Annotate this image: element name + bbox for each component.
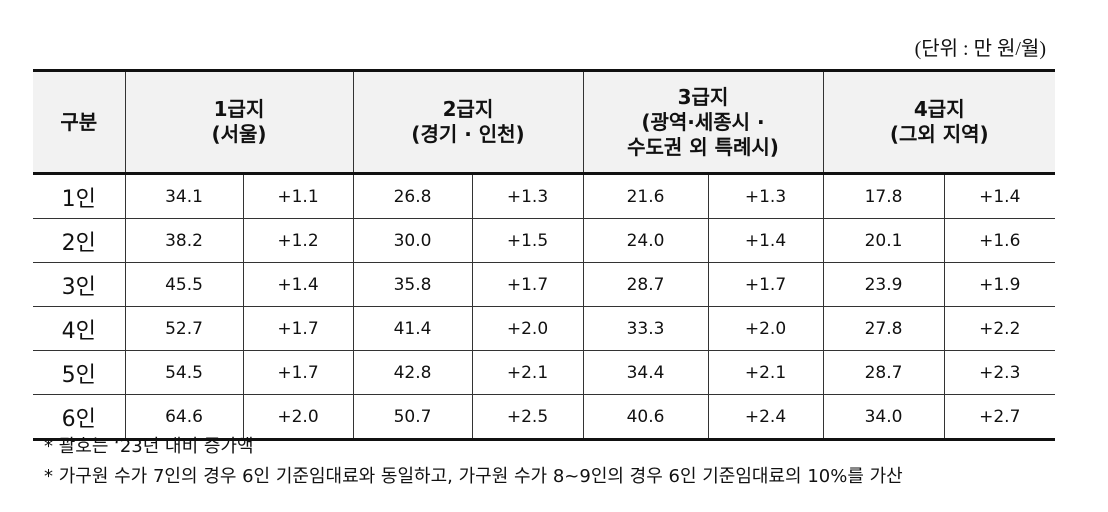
table-cell: 20.1 — [822, 218, 944, 263]
table-cell: +2.7 — [943, 394, 1056, 441]
table-cell: +2.3 — [943, 350, 1056, 395]
table-cell: 40.6 — [582, 394, 708, 441]
table-cell: +2.4 — [707, 394, 823, 441]
row-label: 4인 — [33, 306, 125, 351]
table-cell: +2.1 — [707, 350, 823, 395]
table-cell: +1.6 — [943, 218, 1056, 263]
table-cell: 21.6 — [582, 173, 708, 219]
table-cell: 42.8 — [352, 350, 472, 395]
table-cell: +1.3 — [471, 173, 583, 219]
header-line: (광역·세종시 · — [641, 109, 765, 134]
table-cell: +2.2 — [943, 306, 1056, 351]
table-cell: +1.5 — [471, 218, 583, 263]
table-cell: +1.4 — [242, 262, 353, 307]
table-cell: 34.4 — [582, 350, 708, 395]
table-cell: +1.9 — [943, 262, 1056, 307]
table-cell: +1.4 — [943, 173, 1056, 219]
table-cell: +1.1 — [242, 173, 353, 219]
table-row: 6인 64.6 +2.0 50.7 +2.5 40.6 +2.4 34.0 +2.7 — [33, 394, 1056, 441]
header-line: 2급지 — [442, 97, 494, 121]
table-cell: 30.0 — [352, 218, 472, 263]
header-cell: 1급지 (서울) — [124, 69, 353, 175]
table-cell: 26.8 — [352, 173, 472, 219]
table-cell: 35.8 — [352, 262, 472, 307]
footnote: * 괄호는 ‘23년 대비 증가액 — [44, 436, 254, 457]
table-cell: 24.0 — [582, 218, 708, 263]
table-row: 1인 34.1 +1.1 26.8 +1.3 21.6 +1.3 17.8 +1.4 — [33, 173, 1056, 219]
table-cell: 33.3 — [582, 306, 708, 351]
table-cell: 17.8 — [822, 173, 944, 219]
header-line: (경기 · 인천) — [411, 122, 525, 146]
row-label: 6인 — [33, 394, 125, 441]
table-cell: +2.5 — [471, 394, 583, 441]
row-label: 1인 — [33, 173, 125, 219]
row-label: 5인 — [33, 350, 125, 395]
table-cell: +1.4 — [707, 218, 823, 263]
header-line: 수도권 외 특례시) — [627, 134, 779, 159]
table-body: 1인 34.1 +1.1 26.8 +1.3 21.6 +1.3 17.8 +1.4 2인 38.2… — [33, 173, 1056, 441]
header-cell: 4급지 (그외 지역) — [822, 69, 1056, 175]
table-cell: +1.7 — [707, 262, 823, 307]
rent-table: 구분 1급지 (서울) 2급지 (경기 · 인천) 3급지 (광역·세종시 · 수도권 외 특… — [33, 69, 1056, 441]
table-cell: 23.9 — [822, 262, 944, 307]
header-line: 4급지 — [913, 97, 965, 121]
table-cell: +1.7 — [242, 350, 353, 395]
row-label: 3인 — [33, 262, 125, 307]
table-cell: 38.2 — [124, 218, 243, 263]
header-cell: 3급지 (광역·세종시 · 수도권 외 특례시) — [582, 69, 823, 175]
footnote: * 가구원 수가 7인의 경우 6인 기준임대료와 동일하고, 가구원 수가 8… — [44, 466, 903, 487]
table-cell: +1.7 — [471, 262, 583, 307]
row-label: 2인 — [33, 218, 125, 263]
table-row: 5인 54.5 +1.7 42.8 +2.1 34.4 +2.1 28.7 +2.3 — [33, 350, 1056, 395]
table-cell: 28.7 — [582, 262, 708, 307]
table-row: 3인 45.5 +1.4 35.8 +1.7 28.7 +1.7 23.9 +1.9 — [33, 262, 1056, 307]
table-cell: 28.7 — [822, 350, 944, 395]
table-row: 4인 52.7 +1.7 41.4 +2.0 33.3 +2.0 27.8 +2.2 — [33, 306, 1056, 351]
header-line: (서울) — [211, 122, 267, 146]
unit-label: (단위 : 만 원/월) — [914, 38, 1046, 60]
table-cell: +1.7 — [242, 306, 353, 351]
table-cell: +2.1 — [471, 350, 583, 395]
table-cell: 54.5 — [124, 350, 243, 395]
table-cell: 52.7 — [124, 306, 243, 351]
header-line: 3급지 — [677, 84, 729, 109]
table-cell: 41.4 — [352, 306, 472, 351]
table-cell: 50.7 — [352, 394, 472, 441]
header-line: 1급지 — [213, 97, 265, 121]
header-line: (그외 지역) — [889, 122, 989, 146]
header-cell: 구분 — [33, 69, 125, 175]
table-row: 2인 38.2 +1.2 30.0 +1.5 24.0 +1.4 20.1 +1.6 — [33, 218, 1056, 263]
table-cell: 64.6 — [124, 394, 243, 441]
header-line: 구분 — [60, 109, 98, 134]
table-cell: +1.2 — [242, 218, 353, 263]
table-cell: +2.0 — [471, 306, 583, 351]
header-row: 구분 1급지 (서울) 2급지 (경기 · 인천) 3급지 (광역·세종시 · 수도권 외 특… — [33, 69, 1056, 175]
table-cell: +1.3 — [707, 173, 823, 219]
table-cell: +2.0 — [707, 306, 823, 351]
table-cell: 34.0 — [822, 394, 944, 441]
table-cell: +2.0 — [242, 394, 353, 441]
header-cell: 2급지 (경기 · 인천) — [352, 69, 583, 175]
table-cell: 45.5 — [124, 262, 243, 307]
table-cell: 34.1 — [124, 173, 243, 219]
table-cell: 27.8 — [822, 306, 944, 351]
